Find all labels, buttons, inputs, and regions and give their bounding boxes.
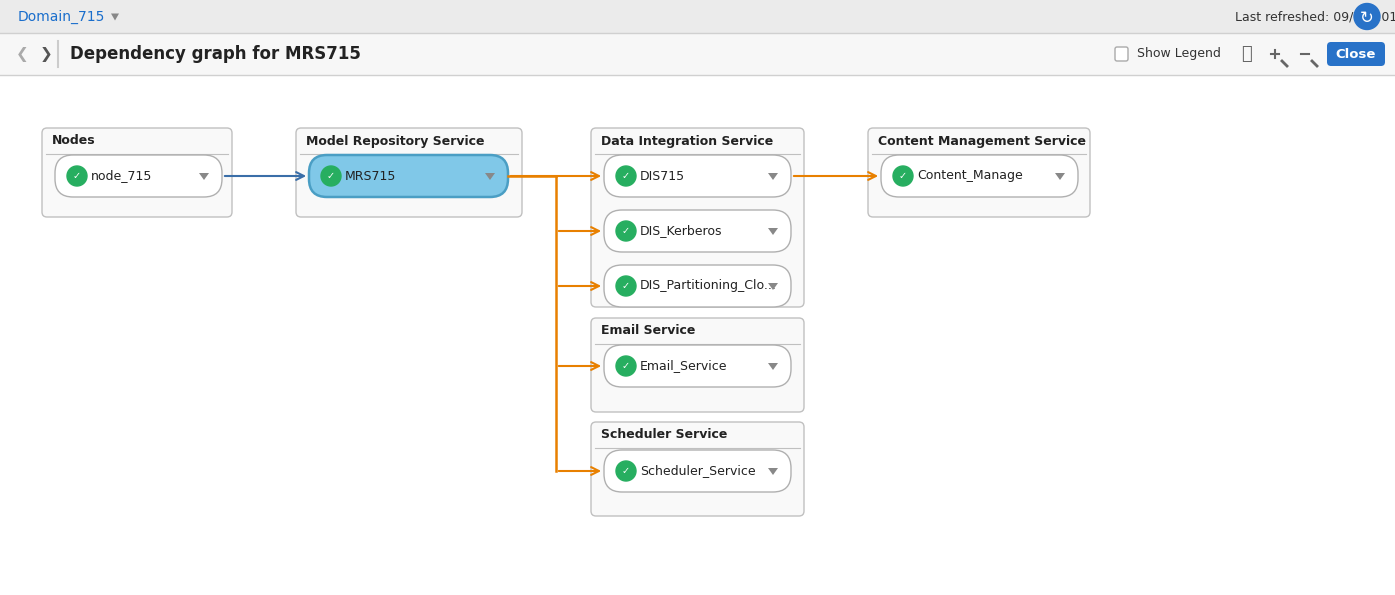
FancyBboxPatch shape [604, 265, 791, 307]
Text: DIS_Kerberos: DIS_Kerberos [640, 224, 723, 237]
FancyBboxPatch shape [1115, 47, 1129, 61]
FancyBboxPatch shape [591, 422, 804, 516]
FancyBboxPatch shape [296, 128, 522, 217]
Text: ⤢: ⤢ [1242, 45, 1253, 63]
Circle shape [617, 221, 636, 241]
FancyBboxPatch shape [310, 155, 508, 197]
Circle shape [617, 356, 636, 376]
Text: Dependency graph for MRS715: Dependency graph for MRS715 [70, 45, 361, 63]
FancyBboxPatch shape [591, 128, 804, 307]
Text: ✓: ✓ [622, 226, 631, 236]
FancyBboxPatch shape [591, 318, 804, 412]
Polygon shape [769, 173, 778, 180]
Circle shape [617, 166, 636, 186]
Text: ❮: ❮ [15, 46, 28, 61]
Text: ❯: ❯ [39, 46, 53, 61]
Text: Show Legend: Show Legend [1137, 48, 1221, 61]
Text: ✓: ✓ [898, 171, 907, 181]
FancyBboxPatch shape [604, 450, 791, 492]
Circle shape [1355, 4, 1380, 30]
Polygon shape [112, 14, 119, 20]
Circle shape [617, 276, 636, 296]
Text: Scheduler_Service: Scheduler_Service [640, 465, 756, 478]
Text: Nodes: Nodes [52, 134, 96, 148]
FancyBboxPatch shape [882, 155, 1078, 197]
Text: Email_Service: Email_Service [640, 359, 728, 372]
Circle shape [321, 166, 340, 186]
FancyBboxPatch shape [604, 345, 791, 387]
Polygon shape [1055, 173, 1064, 180]
FancyBboxPatch shape [868, 128, 1089, 217]
FancyBboxPatch shape [42, 128, 232, 217]
Circle shape [893, 166, 912, 186]
Text: Domain_715: Domain_715 [18, 10, 106, 24]
Text: Scheduler Service: Scheduler Service [601, 428, 727, 441]
Text: ✓: ✓ [622, 171, 631, 181]
Text: Last refreshed: 09/25/2015 08:50:33: Last refreshed: 09/25/2015 08:50:33 [1235, 10, 1395, 23]
FancyBboxPatch shape [0, 33, 1395, 75]
Text: ✓: ✓ [326, 171, 335, 181]
FancyBboxPatch shape [604, 210, 791, 252]
Text: DIS_Partitioning_Clo...: DIS_Partitioning_Clo... [640, 280, 777, 293]
Text: Content Management Service: Content Management Service [877, 134, 1085, 148]
Text: Content_Manage: Content_Manage [917, 170, 1023, 183]
Text: ✓: ✓ [622, 361, 631, 371]
Polygon shape [769, 363, 778, 370]
Polygon shape [485, 173, 495, 180]
Text: node_715: node_715 [91, 170, 152, 183]
FancyBboxPatch shape [0, 0, 1395, 33]
Circle shape [67, 166, 86, 186]
Circle shape [617, 461, 636, 481]
Text: Close: Close [1336, 48, 1377, 61]
FancyBboxPatch shape [604, 155, 791, 197]
Text: Data Integration Service: Data Integration Service [601, 134, 773, 148]
Text: ↻: ↻ [1360, 8, 1374, 27]
Text: ✓: ✓ [73, 171, 81, 181]
FancyBboxPatch shape [1327, 42, 1385, 66]
Text: DIS715: DIS715 [640, 170, 685, 183]
Text: Model Repository Service: Model Repository Service [306, 134, 484, 148]
Text: ✓: ✓ [622, 281, 631, 291]
FancyBboxPatch shape [54, 155, 222, 197]
Polygon shape [199, 173, 209, 180]
Polygon shape [769, 468, 778, 475]
Polygon shape [769, 283, 778, 290]
Text: ✓: ✓ [622, 466, 631, 476]
Polygon shape [769, 228, 778, 235]
Text: MRS715: MRS715 [345, 170, 396, 183]
Text: Email Service: Email Service [601, 324, 695, 337]
